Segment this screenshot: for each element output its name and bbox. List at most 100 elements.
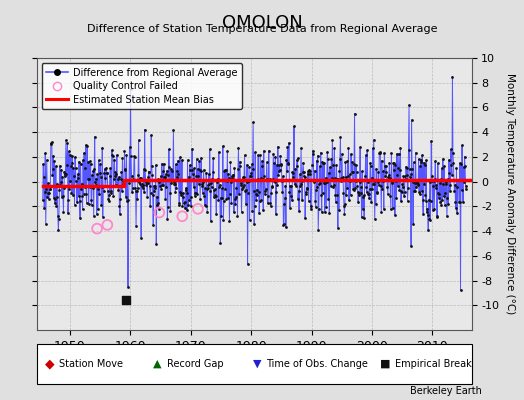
Point [434, 190, 442, 196]
Point [281, 183, 290, 189]
Point [121, 167, 129, 173]
Point [52, 203, 61, 210]
Point [303, 171, 312, 178]
Point [461, 182, 470, 189]
Point [254, 152, 263, 158]
Point [389, 160, 398, 166]
Point [237, 209, 246, 216]
Point [93, 206, 102, 213]
Point [280, 201, 289, 208]
Point [398, 181, 407, 188]
Point [234, 166, 242, 172]
Point [379, 206, 388, 213]
Point [336, 134, 345, 140]
Point [441, 190, 450, 196]
Point [172, 184, 181, 191]
Point [171, 188, 180, 195]
Point [40, 204, 48, 211]
Point [266, 176, 274, 182]
Point [386, 193, 395, 200]
Point [310, 178, 319, 185]
Point [399, 184, 407, 190]
Point [112, 170, 121, 177]
Point [142, 182, 150, 188]
Point [365, 195, 374, 202]
Point [446, 187, 454, 194]
Point [216, 194, 225, 201]
Point [47, 140, 56, 147]
Point [50, 158, 59, 164]
Point [380, 150, 388, 157]
Point [246, 172, 255, 179]
Point [179, 194, 187, 200]
Point [113, 182, 122, 189]
Point [314, 206, 323, 212]
Point [366, 186, 374, 192]
Point [221, 186, 230, 192]
Point [258, 176, 267, 182]
Point [67, 163, 75, 170]
Text: ▲: ▲ [153, 359, 161, 369]
Point [158, 160, 166, 167]
Text: Station Move: Station Move [59, 359, 123, 369]
Point [224, 171, 233, 178]
Point [230, 165, 238, 171]
Point [351, 110, 359, 117]
Point [207, 180, 215, 187]
Point [72, 182, 81, 189]
Point [417, 157, 425, 163]
Point [96, 174, 105, 180]
Point [123, 197, 131, 204]
Point [428, 178, 436, 184]
Point [277, 161, 286, 168]
Point [247, 161, 256, 167]
Point [405, 102, 413, 108]
Point [190, 193, 199, 199]
Point [57, 178, 65, 185]
Point [183, 157, 192, 163]
Point [41, 150, 49, 156]
Point [134, 184, 142, 191]
Point [125, 144, 134, 150]
Point [333, 176, 341, 182]
Point [66, 178, 74, 184]
Point [404, 185, 412, 192]
Point [41, 220, 50, 227]
Point [185, 167, 194, 173]
Point [150, 188, 158, 194]
Point [83, 176, 92, 182]
Point [256, 152, 265, 158]
Point [177, 190, 185, 196]
Point [318, 209, 326, 215]
Point [204, 182, 212, 188]
Point [43, 194, 51, 200]
Point [150, 183, 159, 189]
Point [328, 137, 336, 144]
Point [447, 162, 456, 169]
Point [235, 163, 244, 170]
Point [296, 182, 304, 189]
Point [258, 158, 266, 164]
Point [319, 190, 327, 197]
Point [322, 174, 330, 181]
Point [224, 195, 232, 202]
Point [122, 152, 130, 158]
Point [181, 186, 190, 193]
Point [132, 188, 140, 194]
Point [47, 140, 55, 147]
Point [390, 167, 399, 173]
Point [281, 195, 289, 202]
Point [350, 160, 358, 167]
Point [350, 187, 358, 193]
Point [456, 160, 464, 166]
Point [95, 191, 103, 198]
Point [42, 186, 50, 192]
Point [298, 197, 306, 204]
Point [261, 188, 269, 194]
Point [210, 194, 218, 200]
Point [362, 184, 370, 190]
Point [206, 218, 215, 224]
Point [109, 193, 117, 199]
Point [295, 208, 303, 214]
Point [90, 213, 98, 219]
